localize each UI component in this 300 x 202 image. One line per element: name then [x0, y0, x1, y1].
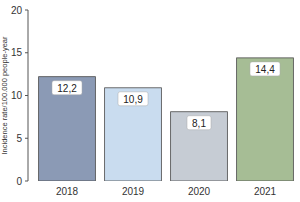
data-label-box: [52, 81, 82, 95]
bar: [237, 58, 294, 181]
y-tick-label: 15: [11, 47, 23, 58]
bar: [105, 88, 162, 181]
x-tick-label: 2018: [56, 186, 79, 197]
y-tick-label: 5: [16, 133, 22, 144]
bar: [39, 77, 96, 181]
chart: 0 5 10 15 20 Incidence rate/100.000 people-ye…: [0, 0, 300, 202]
x-tick-label: 2019: [122, 186, 145, 197]
data-label: 14,4: [255, 64, 275, 75]
y-axis: [28, 10, 29, 181]
bar: [171, 112, 228, 181]
y-tick-label: 20: [11, 5, 23, 16]
bars: [39, 58, 294, 181]
x-tick-label: 2021: [254, 186, 277, 197]
data-labels: 12,2 10,9 8,1 14,4: [52, 62, 280, 130]
y-tick-label: 10: [11, 90, 23, 101]
data-label-box: [187, 116, 211, 130]
data-label: 12,2: [57, 83, 77, 94]
x-tick-label: 2020: [188, 186, 211, 197]
y-tick-label: 0: [16, 176, 22, 187]
chart-svg: 0 5 10 15 20 Incidence rate/100.000 people-ye…: [0, 0, 300, 202]
y-axis-label: Incidence rate/100.000 people-year: [0, 36, 9, 155]
data-label-box: [118, 92, 148, 106]
data-label: 8,1: [192, 118, 206, 129]
data-label-box: [250, 62, 280, 76]
data-label: 10,9: [123, 94, 143, 105]
